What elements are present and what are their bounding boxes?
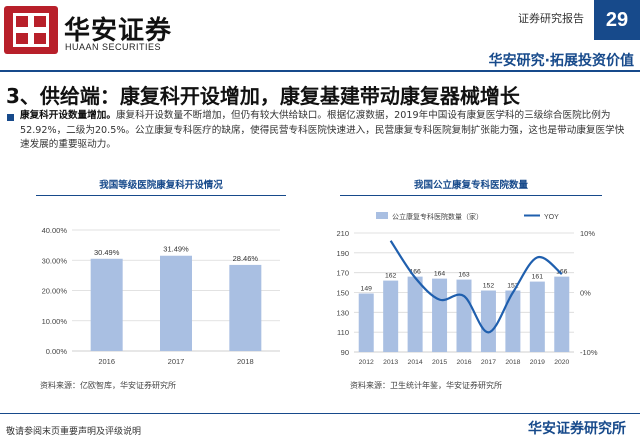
- bar: [383, 280, 399, 352]
- data-label: 164: [434, 271, 446, 278]
- data-label: 152: [483, 283, 495, 290]
- bar: [505, 290, 521, 352]
- y-tick-label: 30.00%: [42, 256, 68, 265]
- bar: [160, 255, 192, 351]
- y-left-tick-label: 210: [336, 229, 349, 238]
- logo-english-name: HUAAN SECURITIES: [65, 42, 162, 52]
- data-label: 152: [507, 283, 519, 290]
- y-left-tick-label: 130: [336, 308, 349, 317]
- y-tick-label: 0.00%: [46, 347, 68, 356]
- header-slogan: 华安研究·拓展投资价值: [488, 53, 634, 69]
- right-chart-source: 资料来源：卫生统计年鉴，华安证券研究所: [350, 381, 502, 390]
- x-tick-label: 2018: [505, 359, 520, 366]
- y-tick-label: 40.00%: [42, 226, 68, 235]
- section-title: 3、供给端：康复科开设增加，康复基建带动康复器械增长: [6, 84, 520, 108]
- company-logo: [4, 6, 58, 54]
- bar: [229, 264, 262, 351]
- y-right-tick-label: 10%: [580, 229, 595, 238]
- bar: [529, 281, 545, 352]
- data-label: 163: [458, 272, 470, 279]
- bar: [90, 258, 123, 351]
- x-tick-label: 2014: [408, 359, 423, 366]
- data-label: 30.49%: [94, 248, 120, 257]
- yoy-line: [389, 240, 563, 334]
- x-tick-label: 2017: [168, 357, 185, 366]
- x-tick-label: 2019: [530, 359, 545, 366]
- bullet-square-icon: [7, 114, 14, 121]
- header-divider: [0, 70, 640, 72]
- report-type-label: 证券研究报告: [518, 12, 584, 25]
- y-left-tick-label: 170: [336, 269, 349, 278]
- y-tick-label: 10.00%: [42, 317, 68, 326]
- legend-line-label: YOY: [544, 214, 559, 221]
- bar: [554, 276, 570, 352]
- bar: [407, 276, 423, 352]
- x-tick-label: 2016: [98, 357, 115, 366]
- y-left-tick-label: 190: [336, 249, 349, 258]
- data-label: 166: [556, 269, 568, 276]
- bar: [456, 279, 472, 352]
- footer-brand: 华安证券研究所: [528, 421, 626, 437]
- data-label: 28.46%: [233, 254, 259, 263]
- x-tick-label: 2020: [554, 359, 569, 366]
- y-left-tick-label: 90: [341, 348, 349, 357]
- x-tick-label: 2013: [383, 359, 398, 366]
- right-chart-title-rule: [340, 195, 602, 196]
- y-tick-label: 20.00%: [42, 287, 68, 296]
- right-chart-title: 我国公立康复专科医院数量: [413, 180, 528, 191]
- left-chart-title-rule: [36, 195, 286, 196]
- y-right-tick-label: 0%: [580, 289, 591, 298]
- left-chart-source: 资料来源：亿欧智库，华安证券研究所: [40, 381, 176, 390]
- y-right-tick-label: -10%: [580, 348, 598, 357]
- bar: [432, 278, 448, 352]
- data-label: 161: [532, 274, 544, 281]
- data-label: 166: [409, 269, 421, 276]
- bullet-paragraph: 康复科开设数量增加。康复科开设数量不断增加，但仍有较大供给缺口。根据亿渡数据，2…: [20, 109, 632, 153]
- x-tick-label: 2018: [237, 357, 254, 366]
- data-label: 149: [361, 285, 373, 292]
- right-combo-chart: 公立康复专科医院数量（家） YOY 90 110 130 150 170 190 210 10% 0…: [336, 212, 598, 366]
- bullet-lead: 康复科开设数量增加。: [20, 110, 116, 121]
- data-label: 31.49%: [163, 245, 189, 254]
- x-tick-label: 2015: [432, 359, 447, 366]
- data-label: 162: [385, 273, 397, 280]
- page-number-badge: 29: [594, 0, 640, 40]
- y-left-tick-label: 150: [336, 289, 349, 298]
- bar: [480, 290, 496, 352]
- y-left-tick-label: 110: [337, 328, 349, 337]
- footer-divider: [0, 413, 640, 414]
- legend-bar-swatch: [376, 212, 388, 219]
- x-tick-label: 2012: [359, 359, 374, 366]
- logo-chinese-name: 华安证券: [64, 16, 173, 46]
- bullet-body: 康复科开设数量不断增加，但仍有较大供给缺口。根据亿渡数据，2019年中国设有康复…: [20, 110, 625, 150]
- x-tick-label: 2017: [481, 359, 496, 366]
- left-chart-title: 我国等级医院康复科开设情况: [99, 180, 223, 191]
- footer-disclaimer: 敬请参阅末页重要声明及评级说明: [6, 427, 142, 437]
- left-bar-chart: 0.00% 10.00% 20.00% 30.00% 40.00% 30.49% 2016 3…: [42, 226, 280, 366]
- bar: [358, 293, 374, 352]
- x-tick-label: 2016: [456, 359, 471, 366]
- legend-bar-label: 公立康复专科医院数量（家）: [392, 212, 483, 221]
